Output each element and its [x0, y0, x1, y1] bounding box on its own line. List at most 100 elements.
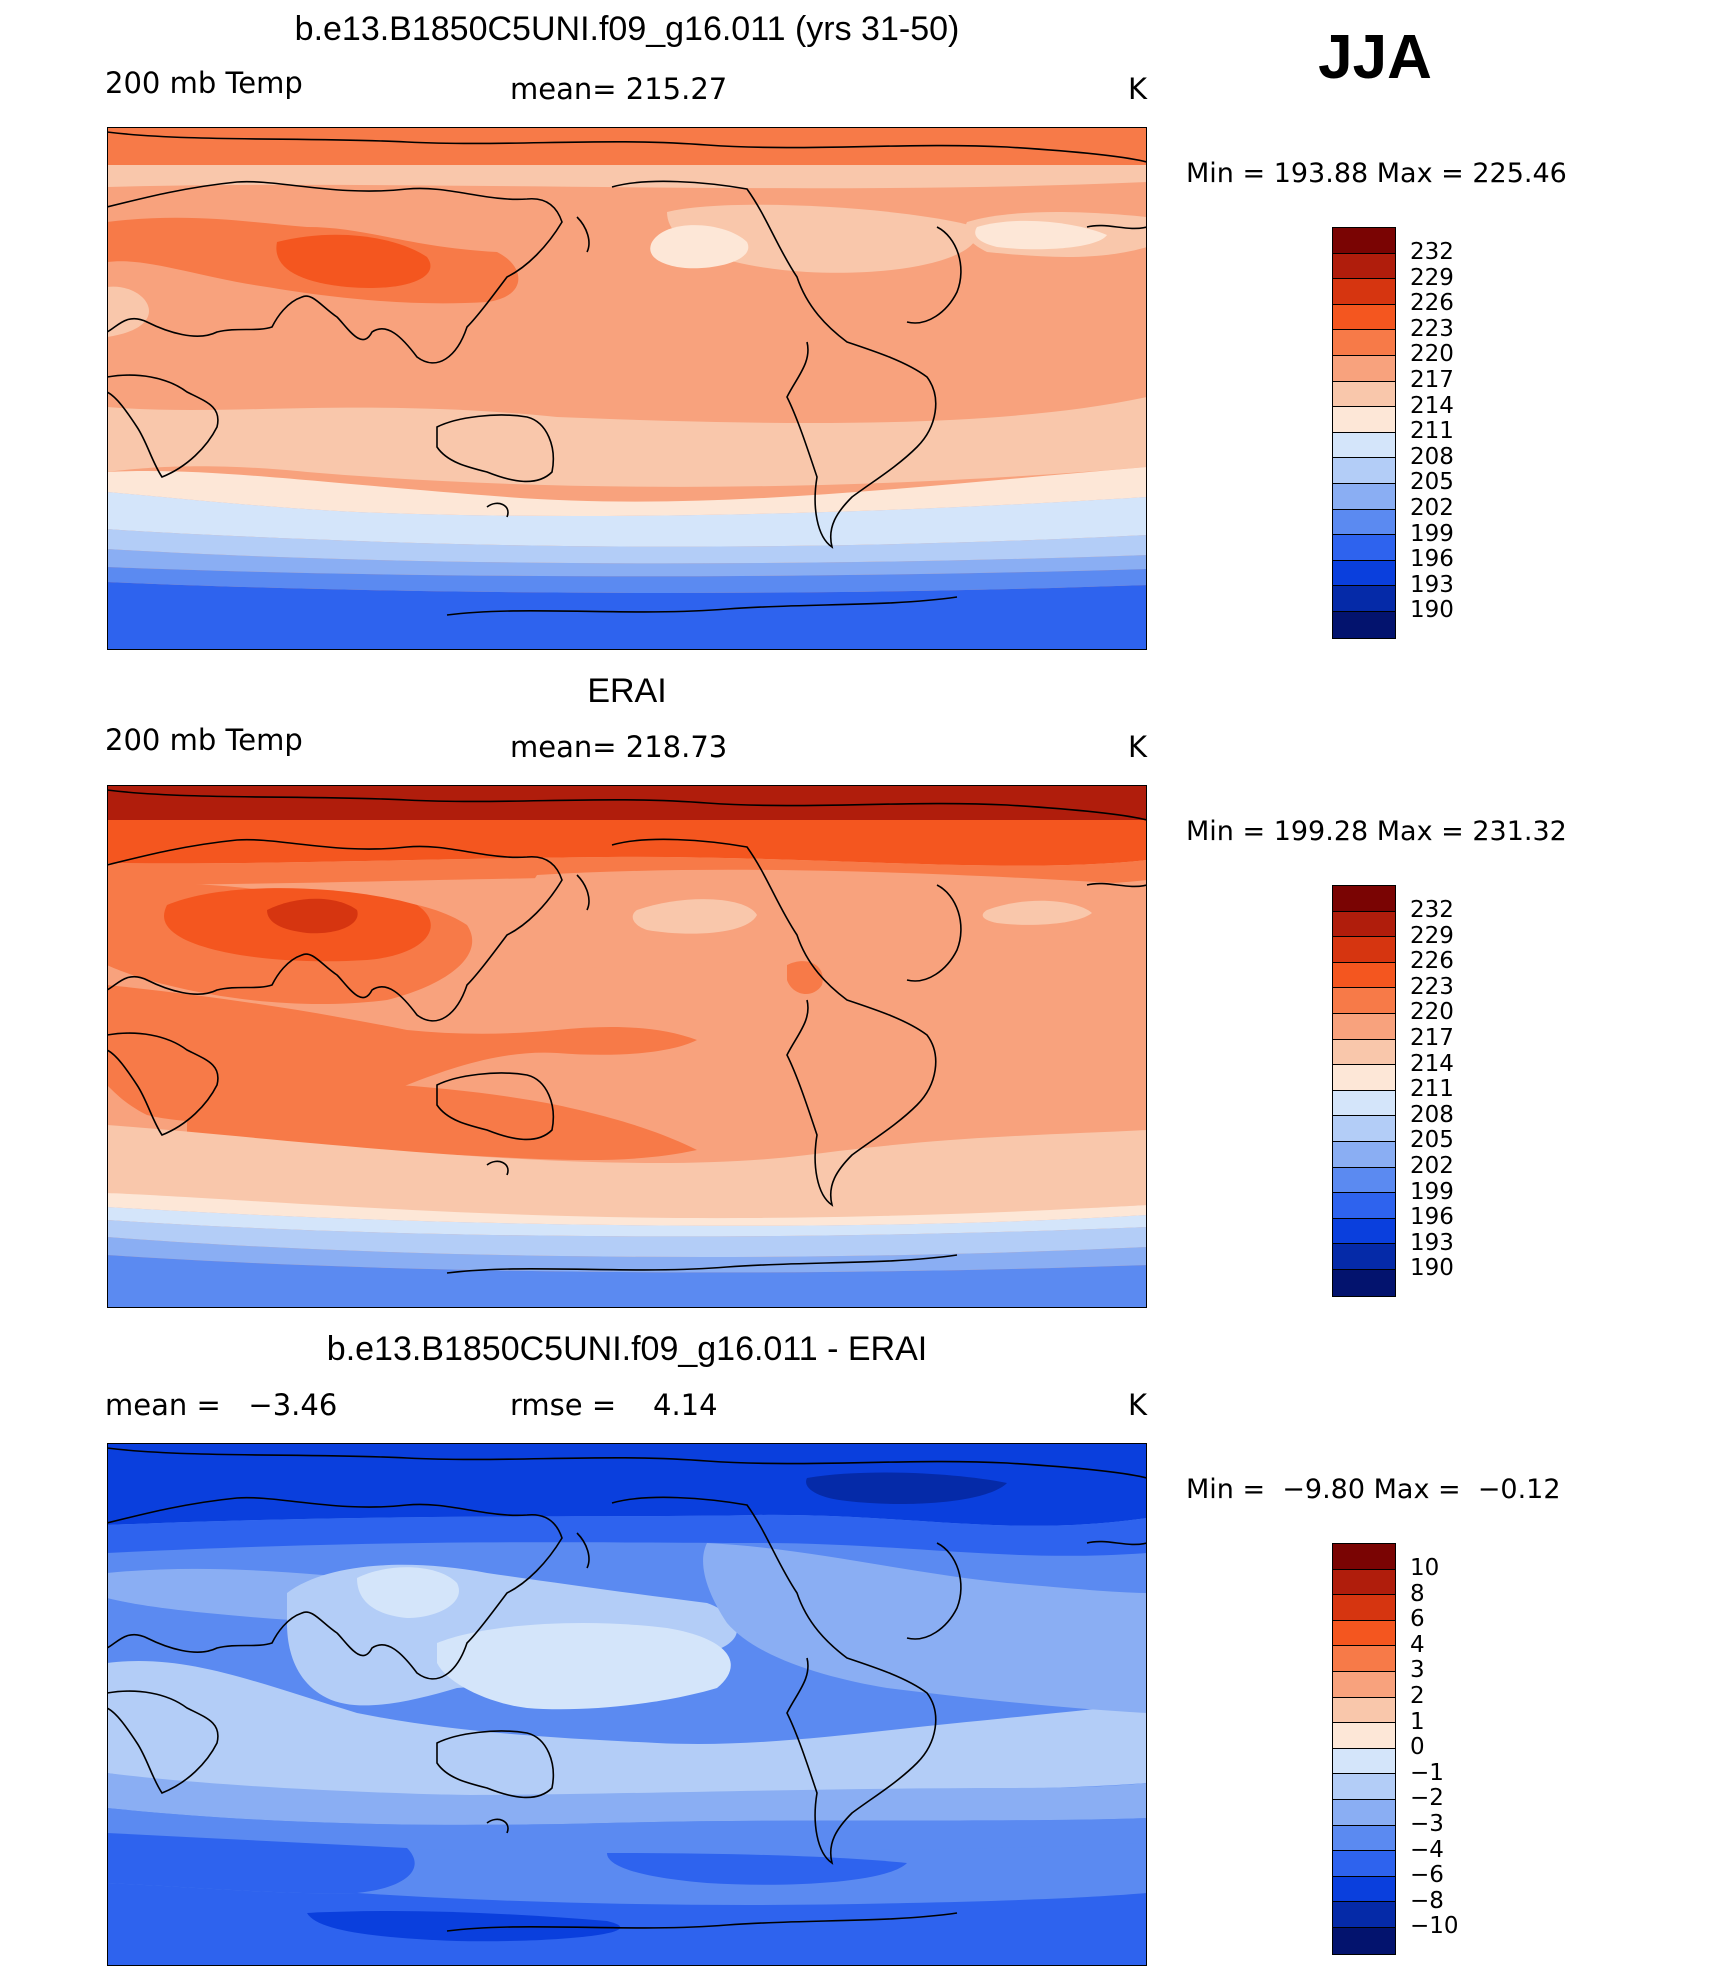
colorbar-swatch — [1333, 1013, 1395, 1040]
colorbar-label: 220 — [1410, 341, 1454, 368]
colorbar-swatch — [1333, 1927, 1395, 1954]
panel-3-units-label: K — [1128, 1388, 1148, 1422]
colorbar-label: 211 — [1410, 1076, 1454, 1103]
colorbar-swatch — [1333, 937, 1395, 963]
colorbar-swatch — [1333, 458, 1395, 484]
colorbar-label: 202 — [1410, 494, 1454, 521]
colorbar-label: 205 — [1410, 1127, 1454, 1154]
panel-3-map — [107, 1443, 1147, 1966]
panel-2-map — [107, 785, 1147, 1308]
panel-2-variable-label: 200 mb Temp — [105, 723, 303, 757]
panel-2-title: ERAI — [587, 672, 667, 710]
colorbar-swatch — [1333, 483, 1395, 510]
colorbar-label: 2 — [1410, 1682, 1425, 1709]
colorbar-label: −4 — [1410, 1836, 1444, 1863]
panel-3-title: b.e13.B1850C5UNI.f09_g16.011 - ERAI — [326, 1330, 928, 1368]
colorbar-label: −6 — [1410, 1862, 1444, 1889]
panel-2-mean-label: mean= 218.73 — [510, 730, 728, 764]
colorbar-swatch — [1333, 911, 1395, 938]
colorbar-label: −2 — [1410, 1785, 1444, 1812]
colorbar-swatch — [1333, 1569, 1395, 1596]
colorbar-swatch — [1333, 1825, 1395, 1852]
colorbar-label: 217 — [1410, 366, 1454, 393]
panel-1-mean-label: mean= 215.27 — [510, 72, 728, 106]
panel-1-map — [107, 127, 1147, 650]
panel-2-colorbar-labels: 232 229 226 223 220 217 214 211 208 205 … — [1410, 897, 1454, 1282]
colorbar-label: 190 — [1410, 597, 1454, 624]
colorbar-swatch — [1333, 253, 1395, 280]
colorbar-swatch — [1333, 1799, 1395, 1826]
colorbar-label: 208 — [1410, 1101, 1454, 1128]
panel-3-colorbar-labels: 10 8 6 4 3 2 1 0 −1 −2 −3 −4 −6 −8 −10 — [1410, 1555, 1459, 1940]
colorbar-swatch — [1333, 304, 1395, 331]
colorbar-label: 196 — [1410, 1204, 1454, 1231]
colorbar-label: 214 — [1410, 1050, 1454, 1077]
colorbar-label: 190 — [1410, 1255, 1454, 1282]
colorbar-label: 232 — [1410, 239, 1454, 265]
colorbar-label: 211 — [1410, 418, 1454, 445]
colorbar-label: −8 — [1410, 1887, 1444, 1914]
colorbar-swatch — [1333, 1851, 1395, 1877]
colorbar-swatch — [1333, 1646, 1395, 1672]
colorbar-label: 10 — [1410, 1555, 1440, 1581]
colorbar-label: 4 — [1410, 1631, 1425, 1658]
colorbar-label: 1 — [1410, 1708, 1425, 1735]
colorbar-label: 3 — [1410, 1657, 1425, 1684]
colorbar-label: 217 — [1410, 1024, 1454, 1051]
colorbar-swatch — [1333, 535, 1395, 561]
colorbar-swatch — [1333, 330, 1395, 356]
colorbar-label: 199 — [1410, 1178, 1454, 1205]
colorbar-swatch — [1333, 1090, 1395, 1117]
panel-3-mean-label: mean = −3.46 — [105, 1388, 338, 1422]
colorbar-swatch — [1333, 1774, 1395, 1800]
colorbar-swatch — [1333, 1595, 1395, 1621]
colorbar-swatch — [1333, 1141, 1395, 1168]
colorbar-label: −1 — [1410, 1759, 1444, 1786]
colorbar-label: 193 — [1410, 1229, 1454, 1256]
colorbar-swatch — [1333, 886, 1395, 912]
panel-3-min-max: Min = −9.80 Max = −0.12 — [1186, 1474, 1561, 1505]
colorbar-label: −3 — [1410, 1810, 1444, 1837]
colorbar-label: 229 — [1410, 922, 1454, 949]
colorbar-swatch — [1333, 1065, 1395, 1091]
colorbar-swatch — [1333, 1218, 1395, 1245]
panel-2-min-max: Min = 199.28 Max = 231.32 — [1186, 816, 1567, 847]
season-label: JJA — [1318, 23, 1432, 92]
panel-2-units-label: K — [1128, 730, 1148, 764]
colorbar-swatch — [1333, 988, 1395, 1014]
panel-1-units-label: K — [1128, 72, 1148, 106]
colorbar-swatch — [1333, 1269, 1395, 1296]
colorbar-swatch — [1333, 1039, 1395, 1066]
panel-1-colorbar — [1332, 227, 1396, 639]
colorbar-swatch — [1333, 586, 1395, 612]
colorbar-swatch — [1333, 1876, 1395, 1903]
colorbar-swatch — [1333, 1544, 1395, 1570]
colorbar-label: 199 — [1410, 520, 1454, 547]
colorbar-label: 223 — [1410, 315, 1454, 342]
colorbar-label: 0 — [1410, 1734, 1425, 1761]
colorbar-swatch — [1333, 1244, 1395, 1270]
colorbar-swatch — [1333, 1193, 1395, 1219]
colorbar-label: 226 — [1410, 290, 1454, 317]
colorbar-swatch — [1333, 407, 1395, 433]
colorbar-label: 193 — [1410, 571, 1454, 598]
panel-2-colorbar — [1332, 885, 1396, 1297]
colorbar-swatch — [1333, 1697, 1395, 1724]
colorbar-swatch — [1333, 1620, 1395, 1647]
colorbar-label: 202 — [1410, 1152, 1454, 1179]
colorbar-label: 223 — [1410, 973, 1454, 1000]
colorbar-swatch — [1333, 279, 1395, 305]
colorbar-swatch — [1333, 1748, 1395, 1775]
colorbar-label: 6 — [1410, 1606, 1425, 1633]
colorbar-swatch — [1333, 560, 1395, 587]
colorbar-swatch — [1333, 1116, 1395, 1142]
colorbar-label: 205 — [1410, 469, 1454, 496]
colorbar-label: 8 — [1410, 1580, 1425, 1607]
colorbar-label: 226 — [1410, 948, 1454, 975]
colorbar-label: 208 — [1410, 443, 1454, 470]
colorbar-label: 232 — [1410, 897, 1454, 923]
panel-1-min-max: Min = 193.88 Max = 225.46 — [1186, 158, 1567, 189]
colorbar-swatch — [1333, 1167, 1395, 1194]
panel-3-rmse-label: rmse = 4.14 — [510, 1388, 718, 1422]
colorbar-swatch — [1333, 611, 1395, 638]
